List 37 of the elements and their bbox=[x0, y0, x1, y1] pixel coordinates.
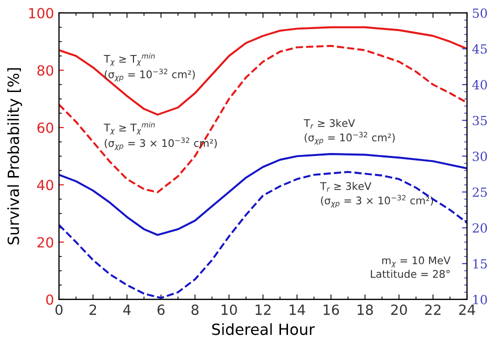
x-tick-label: 8 bbox=[192, 304, 198, 316]
y-tick-label: 80 bbox=[37, 65, 54, 76]
x-axis-title: Sidereal Hour bbox=[212, 323, 315, 336]
y2-tick-label: 40 bbox=[472, 80, 487, 90]
y2-tick-label: 15 bbox=[473, 259, 487, 269]
annotation: T$_{r}$ ≥ 3keV (σ$_{χp}$ = 3 × 10$^{−32}$ cm²) bbox=[320, 182, 433, 208]
y2-tick-label: 25 bbox=[472, 187, 487, 197]
x-tick-label: 24 bbox=[459, 304, 476, 315]
y-tick-label: 40 bbox=[37, 180, 54, 190]
x-tick-label: 14 bbox=[290, 304, 306, 315]
y2-tick-label: 30 bbox=[472, 152, 487, 162]
y2-tick-label: 35 bbox=[472, 116, 487, 126]
line-series bbox=[59, 26, 467, 116]
y2-tick-label: 45 bbox=[472, 44, 487, 54]
y-tick-label: 60 bbox=[37, 122, 54, 134]
x-tick-label: 12 bbox=[256, 304, 270, 315]
x-tick-label: 4 bbox=[123, 304, 131, 315]
y2-tick-label: 20 bbox=[472, 223, 487, 233]
line-series bbox=[59, 153, 467, 236]
line-series bbox=[59, 44, 467, 194]
y-axis-title: Survival Probability [%] bbox=[7, 68, 22, 244]
x-tick-label: 22 bbox=[425, 304, 440, 315]
annotation: T$_{r}$ ≥ 3keV (σ$_{χp}$ = 10$^{−32}$ cm²) bbox=[304, 118, 395, 144]
x-tick-label: 6 bbox=[158, 304, 165, 316]
y2-tick-label: 50 bbox=[472, 8, 487, 18]
x-tick-label: 10 bbox=[222, 304, 237, 316]
annotation: m$_{χ}$ = 10 MeV Lattitude = 28° bbox=[370, 256, 451, 278]
y2-tick-label: 10 bbox=[473, 294, 487, 304]
x-tick-label: 16 bbox=[324, 304, 339, 316]
x-tick-label: 2 bbox=[90, 304, 96, 315]
y-tick-label: 100 bbox=[29, 8, 54, 18]
x-tick-label: 20 bbox=[391, 304, 407, 316]
text: T$_{χ}$ ≥ T$_{χ}$$^{min}$ (σ$_{χp}$ = 10$^{−32}$ cm²) bbox=[104, 53, 195, 82]
x-tick-label: 0 bbox=[55, 304, 62, 316]
x-tick-label: 18 bbox=[358, 304, 373, 316]
y-tick-label: 0 bbox=[46, 294, 54, 305]
y-tick-label: 20 bbox=[37, 237, 54, 248]
